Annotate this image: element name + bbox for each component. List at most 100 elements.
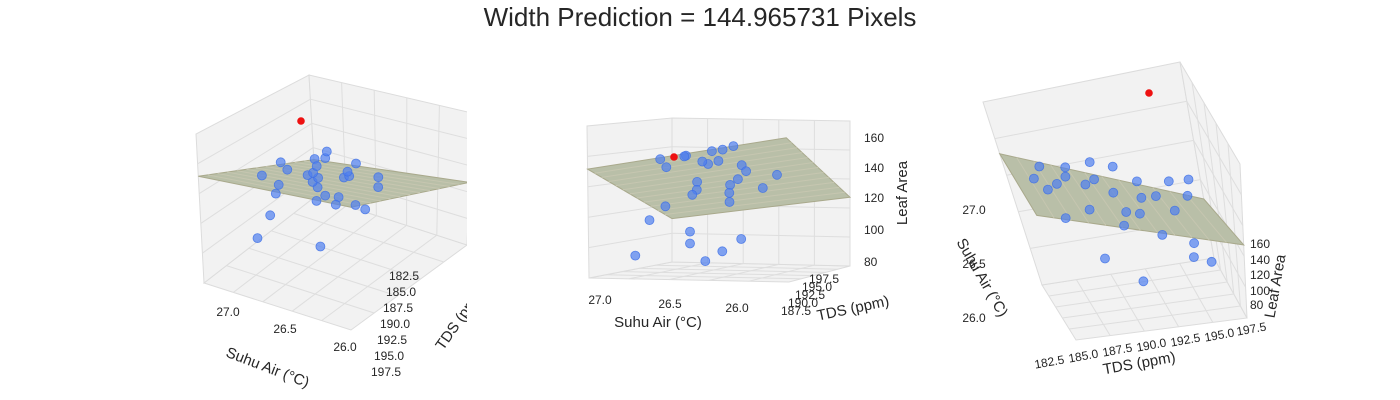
gridline [748, 264, 815, 282]
y-tick-label: 187.5 [1101, 341, 1133, 360]
observation-point [1089, 174, 1100, 185]
observation-point [351, 158, 361, 169]
observation-point [1206, 256, 1217, 267]
plane-grid [650, 181, 835, 207]
prediction-point [670, 153, 678, 161]
y-tick-label: 182.5 [389, 269, 419, 283]
gridline [233, 205, 347, 293]
observation-point [1084, 157, 1095, 168]
gridline [197, 98, 311, 165]
observation-point [330, 199, 341, 210]
gridline [198, 122, 313, 195]
gridline [248, 247, 398, 297]
plane-grid [1050, 164, 1089, 224]
observation-point [1060, 213, 1071, 224]
observation-point [685, 226, 695, 237]
observation-point [311, 195, 322, 206]
gridline [655, 264, 838, 270]
observation-point [282, 164, 293, 175]
gridline [293, 212, 444, 263]
observation-point [772, 169, 782, 180]
observation-point [679, 151, 690, 162]
gridline [1069, 305, 1241, 330]
z-tick-label: 160 [1250, 237, 1270, 251]
back-pane [1179, 61, 1248, 319]
observations-3 [1029, 157, 1217, 287]
observation-point [1150, 191, 1161, 202]
observation-point [1189, 238, 1200, 249]
observation-point [270, 188, 281, 199]
z-tick-label: 120 [864, 191, 884, 205]
gridline [605, 274, 802, 280]
y-tick-label: 195.0 [374, 349, 404, 363]
gridline [708, 263, 779, 281]
tick-labels-3: 27.0 26.5 26.0 182.5 185.0 187.5 190.0 192.5 195… [962, 203, 1270, 372]
gridline [1144, 268, 1180, 328]
observation-point [1136, 192, 1147, 203]
z-tick-label: 140 [1250, 253, 1270, 267]
plane-grid [1067, 168, 1107, 226]
prediction-point [297, 117, 305, 125]
observation-point [321, 146, 332, 157]
gridline [1203, 102, 1228, 283]
observation-point [1169, 205, 1180, 216]
observation-point [320, 190, 331, 201]
gridline [1048, 269, 1221, 297]
gridline [436, 105, 440, 236]
x-tick-label: 27.0 [588, 293, 612, 307]
observation-point [717, 246, 728, 257]
gridline [1227, 143, 1241, 307]
plane-grid [246, 168, 401, 198]
plane-grid [629, 167, 819, 195]
plane-grid [664, 191, 845, 216]
observation-point [350, 200, 361, 210]
plane-grid [1186, 194, 1227, 243]
gridline [226, 265, 375, 314]
observations-1 [252, 146, 384, 252]
observation-point [1131, 176, 1142, 187]
y-tick-label: 197.5 [371, 365, 401, 379]
observation-point [342, 166, 353, 177]
observation-point [273, 179, 284, 190]
plane-grid [1135, 183, 1176, 236]
x-axis-label: Suhu Air (°C) [224, 344, 312, 391]
observation-point [1052, 178, 1062, 189]
observation-point [1060, 162, 1071, 173]
observation-point [1107, 161, 1118, 172]
gridline [671, 232, 851, 238]
observation-point [1121, 207, 1132, 217]
observation-point [685, 238, 695, 249]
observation-point [256, 170, 267, 181]
observation-point [725, 179, 736, 190]
observation-point [757, 183, 768, 193]
regression-plane-1 [198, 159, 467, 208]
z-tick-label: 80 [864, 255, 878, 269]
observation-point [252, 233, 263, 244]
observation-point [1182, 190, 1193, 201]
observation-point [724, 197, 735, 207]
gridline [668, 263, 744, 281]
gridline [588, 232, 673, 249]
y-tick-label: 192.5 [377, 333, 407, 347]
observation-point [373, 182, 384, 193]
x-tick-label: 26.0 [333, 340, 357, 354]
gridline [271, 230, 421, 280]
gridline [638, 267, 826, 273]
plane-grid [227, 171, 381, 202]
observation-point [315, 241, 326, 252]
z-tick-label: 100 [864, 223, 884, 237]
z-tick-label: 120 [1250, 268, 1270, 282]
gridline [1215, 123, 1235, 295]
observation-point [360, 204, 371, 215]
observation-point [655, 154, 666, 165]
observations-2 [630, 141, 782, 267]
plane-grid [615, 157, 808, 187]
panel-3-3d-axes: 27.0 26.5 26.0 182.5 185.0 187.5 190.0 192.5 195… [953, 61, 1290, 378]
observation-point [697, 156, 708, 167]
x-tick-label: 26.5 [962, 257, 986, 271]
y-tick-label: 190.0 [788, 296, 818, 310]
x-tick-label: 27.0 [216, 305, 240, 319]
gridline [310, 98, 467, 139]
